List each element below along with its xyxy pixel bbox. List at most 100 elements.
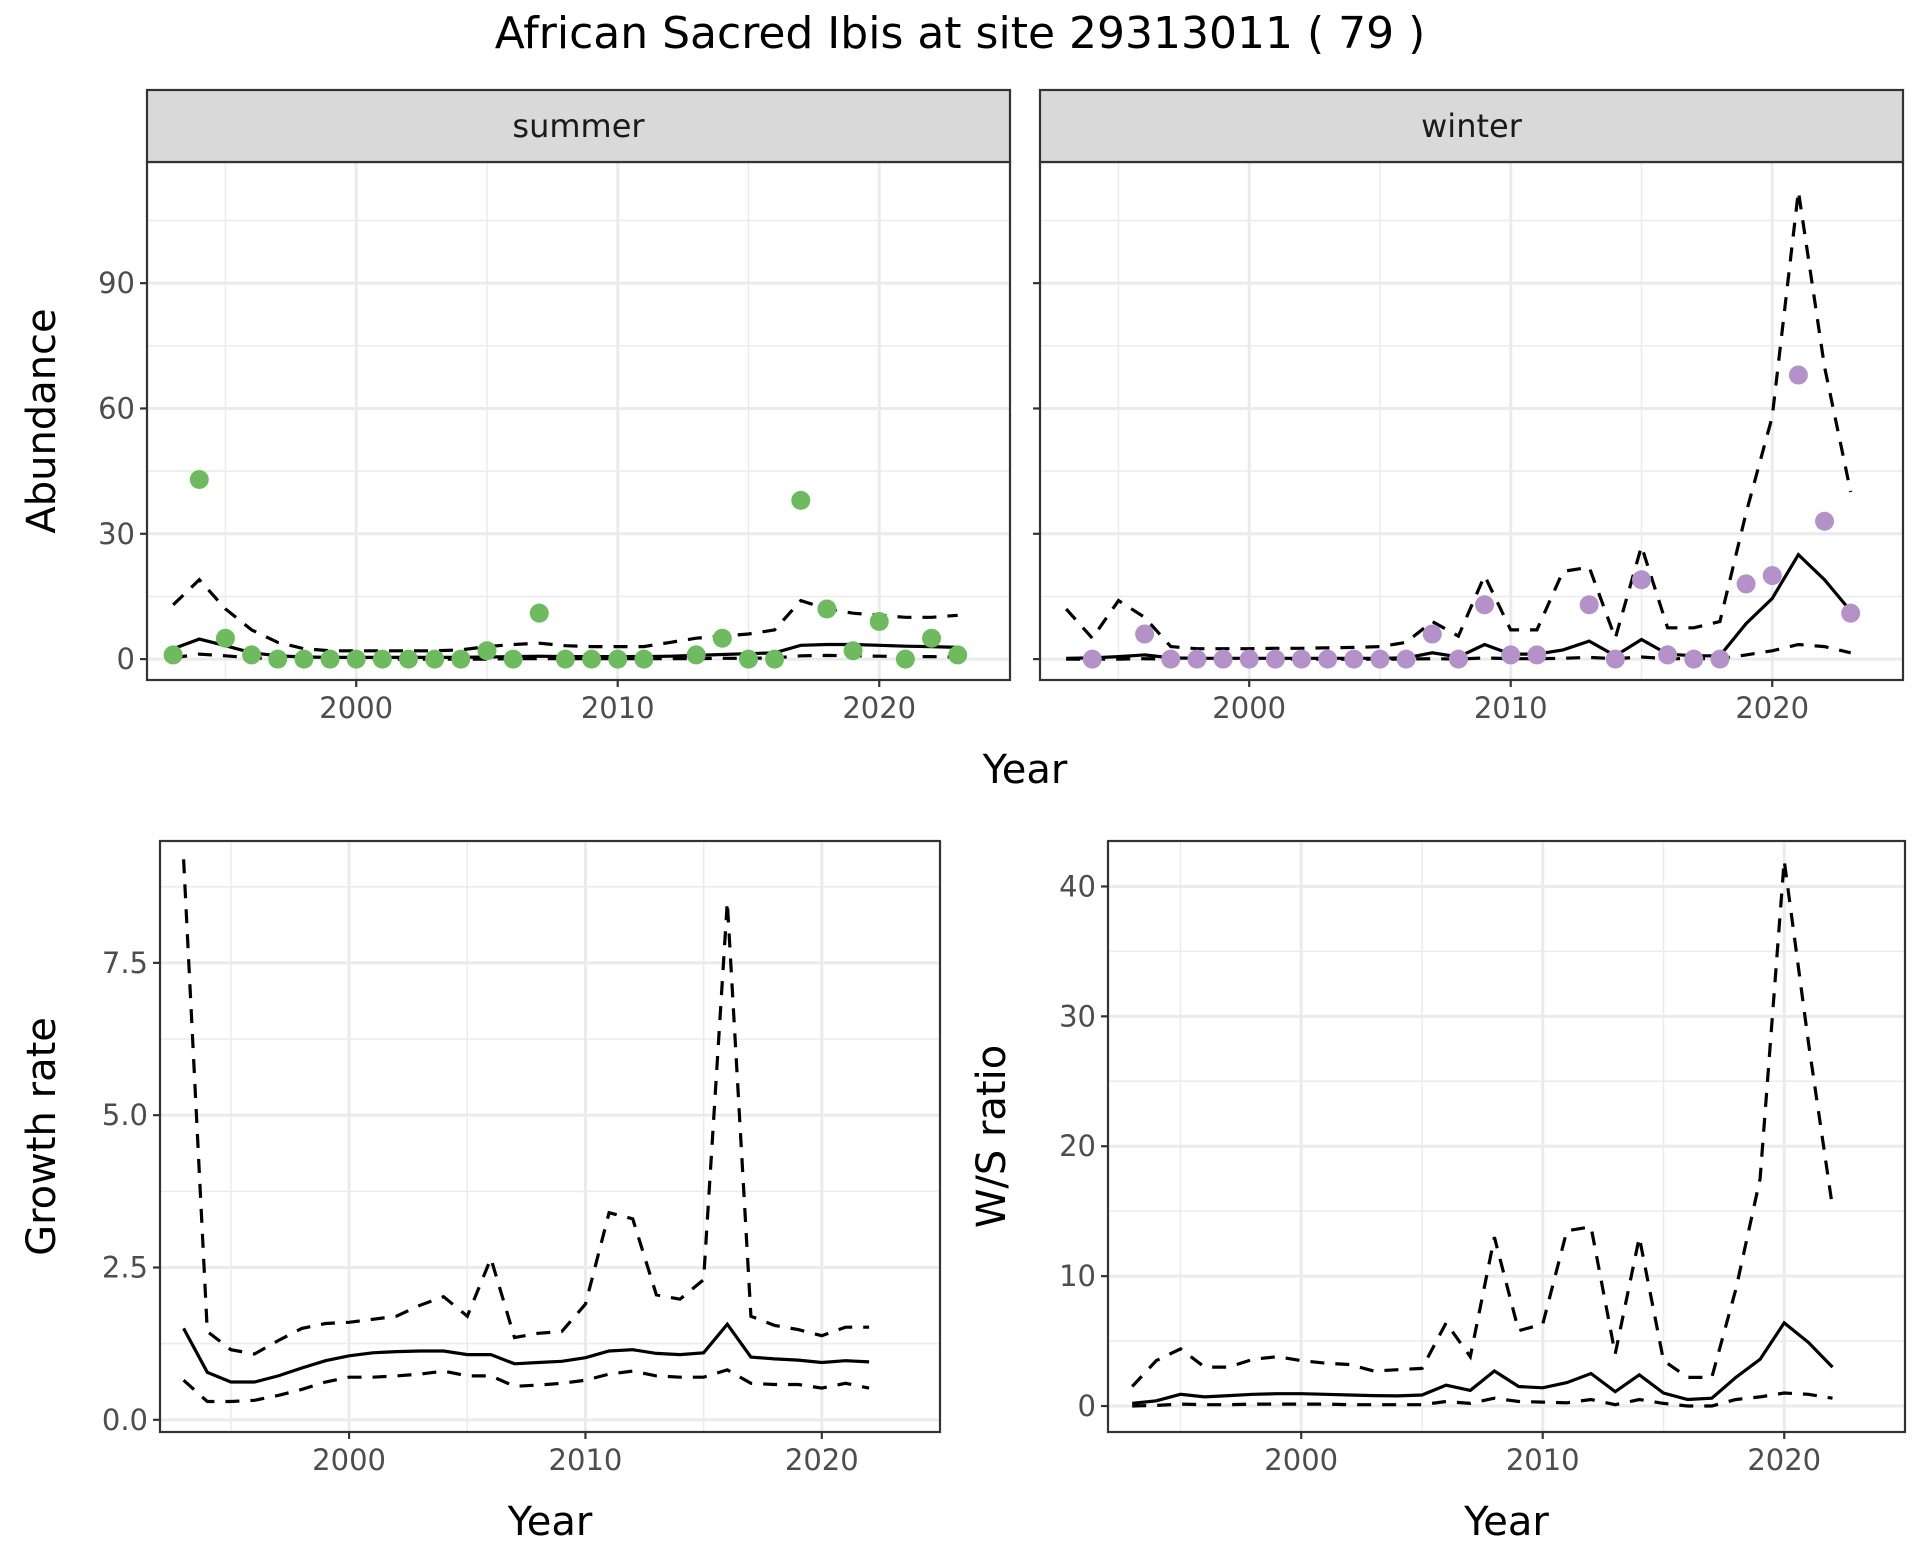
panel-border	[158, 839, 942, 1434]
observed-point	[1501, 645, 1521, 665]
observed-point	[320, 649, 340, 669]
observed-point	[1292, 649, 1312, 669]
facet-strip	[1038, 88, 1905, 164]
mean-line	[182, 1321, 870, 1384]
y-tick-label: 30	[98, 517, 135, 551]
panel-summer: summer 2000 2010 2020 0 30 60 90	[98, 88, 1012, 725]
plot-background	[1040, 162, 1903, 680]
observed-point	[1605, 649, 1625, 669]
observed-point	[1187, 649, 1207, 669]
observed-point	[1631, 570, 1651, 590]
observed-point	[1762, 566, 1782, 586]
y-tick-label: 60	[98, 391, 135, 425]
observed-point	[817, 599, 837, 619]
observed-point	[1841, 603, 1861, 623]
x-tick-label: 2010	[549, 1443, 623, 1477]
panel-ws-ratio: 2000 2010 2020 0 10 20 30 40 Year W/S ratio	[969, 839, 1907, 1545]
observed-point	[242, 645, 262, 665]
x-tick-label: 2020	[1747, 1443, 1821, 1477]
observed-point	[163, 645, 183, 665]
observed-point	[1422, 624, 1442, 644]
abundance-x-axis-title: Year	[982, 747, 1068, 793]
observed-point	[1527, 645, 1547, 665]
observed-point	[425, 649, 445, 669]
observed-point	[765, 649, 785, 669]
observed-point	[1736, 574, 1756, 594]
x-tick-label: 2020	[785, 1443, 859, 1477]
observed-point	[1344, 649, 1364, 669]
x-tick-label: 2000	[312, 1443, 386, 1477]
y-tick-label: 40	[1059, 869, 1096, 903]
observed-point	[555, 649, 575, 669]
y-tick-label: 20	[1059, 1129, 1096, 1163]
y-tick-label: 90	[98, 266, 135, 300]
x-tick-label: 2010	[1474, 691, 1548, 725]
x-axis-title: Year	[507, 1499, 593, 1545]
y-tick-label: 0	[117, 642, 135, 676]
observed-point	[843, 641, 863, 661]
facet-strip	[145, 88, 1012, 164]
y-tick-label: 30	[1059, 999, 1096, 1033]
y-tick-label: 5.0	[102, 1098, 148, 1132]
observed-point	[1475, 595, 1495, 615]
y-tick-label: 2.5	[102, 1250, 148, 1284]
observed-point	[686, 645, 706, 665]
abundance-y-axis-title: Abundance	[19, 308, 65, 533]
x-tick-label: 2010	[581, 691, 655, 725]
observed-point	[529, 603, 549, 623]
x-tick-label: 2010	[1506, 1443, 1580, 1477]
facet-strip-label: winter	[1421, 107, 1523, 145]
observed-point	[1161, 649, 1181, 669]
observed-point	[1239, 649, 1259, 669]
facet-strip-label: summer	[512, 107, 645, 145]
observed-point	[582, 649, 602, 669]
observed-point	[477, 641, 497, 661]
plot-background	[147, 162, 1010, 680]
x-tick-label: 2020	[842, 691, 916, 725]
observed-point	[346, 649, 366, 669]
plot-background	[1108, 841, 1905, 1432]
observed-point	[1788, 365, 1808, 385]
x-tick-label: 2000	[319, 691, 393, 725]
mean-line	[1132, 1320, 1834, 1405]
observed-point	[294, 649, 314, 669]
upper-bound-line	[1065, 190, 1853, 651]
observed-point	[268, 649, 288, 669]
observed-point	[1710, 649, 1730, 669]
y-tick-label: 7.5	[102, 946, 148, 980]
observed-point	[1684, 649, 1704, 669]
x-tick-label: 2020	[1735, 691, 1809, 725]
panel-growth-rate: 2000 2010 2020 0.0 2.5 5.0 7.5 Year Growth rate	[19, 839, 942, 1545]
observed-point	[1658, 645, 1678, 665]
x-tick-label: 2000	[1212, 691, 1286, 725]
chart-title: African Sacred Ibis at site 29313011 ( 7…	[494, 8, 1426, 59]
observed-point	[1579, 595, 1599, 615]
observed-point	[1213, 649, 1233, 669]
observed-point	[948, 645, 968, 665]
observed-point	[1265, 649, 1285, 669]
observed-point	[1370, 649, 1390, 669]
upper-bound-line	[1131, 860, 1835, 1388]
x-tick-label: 2000	[1264, 1443, 1338, 1477]
lower-bound-line	[182, 1368, 870, 1404]
observed-point	[712, 628, 732, 648]
observed-point	[738, 649, 758, 669]
lower-bound-line	[1132, 1391, 1833, 1408]
observed-point	[372, 649, 392, 669]
observed-point	[869, 612, 889, 632]
y-tick-label: 0.0	[102, 1403, 148, 1437]
upper-bound-line	[182, 859, 870, 1356]
panel-border	[1106, 839, 1907, 1434]
observed-point	[399, 649, 419, 669]
observed-point	[1082, 649, 1102, 669]
y-axis-title: Growth rate	[19, 1017, 65, 1256]
observed-point	[503, 649, 523, 669]
y-tick-label: 10	[1059, 1259, 1096, 1293]
observed-point	[215, 628, 235, 648]
observed-point	[1396, 649, 1416, 669]
y-tick-label: 0	[1078, 1389, 1096, 1423]
panel-winter: winter 2000 2010 2020	[1033, 88, 1905, 725]
observed-point	[1135, 624, 1155, 644]
observed-point	[189, 469, 209, 489]
